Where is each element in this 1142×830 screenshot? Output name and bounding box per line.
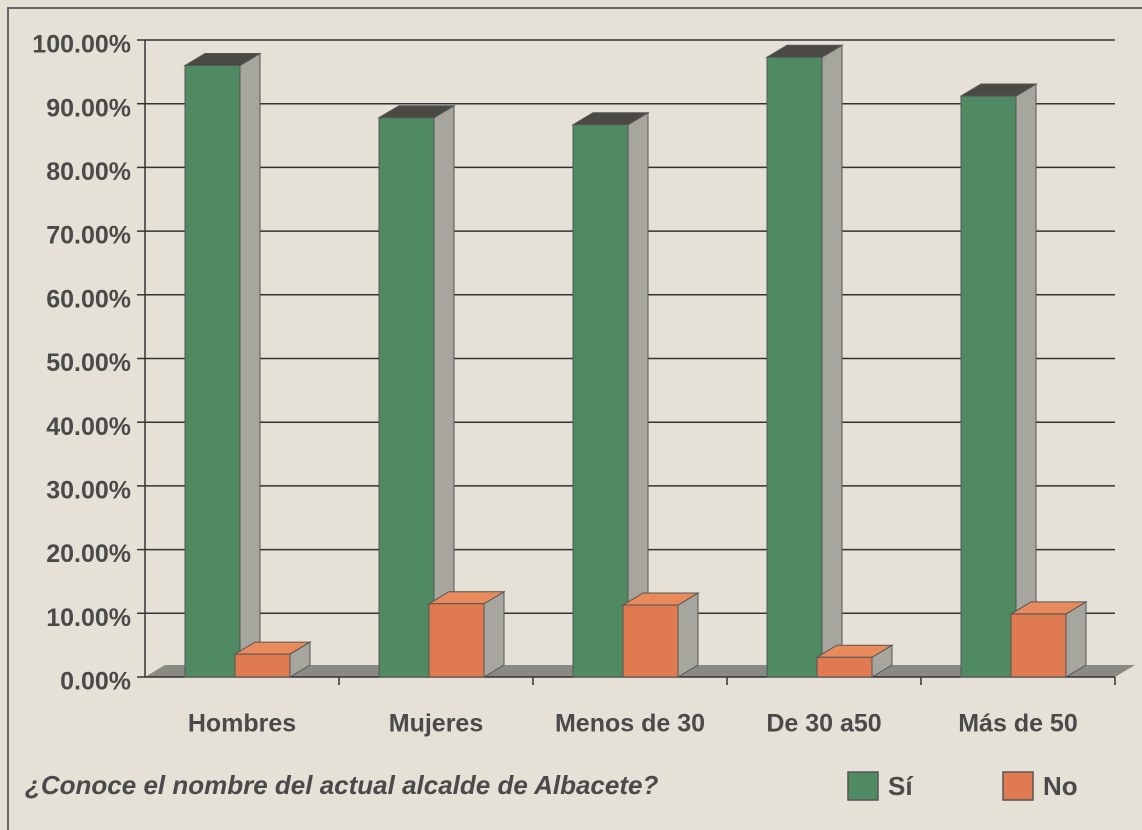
x-tick-label: Mujeres — [389, 710, 483, 738]
bar — [815, 644, 894, 678]
bar — [959, 83, 1038, 678]
bar — [377, 104, 456, 678]
y-tick-label: 90.00% — [46, 94, 131, 122]
y-tick-label: 0.00% — [60, 668, 131, 696]
bar-front — [572, 124, 629, 678]
bar-front — [184, 64, 241, 678]
bar-front — [816, 656, 873, 678]
legend-swatch — [1002, 771, 1034, 801]
bar-side — [483, 590, 505, 678]
bar-front — [378, 117, 435, 678]
bar-side — [1065, 601, 1087, 678]
x-tick-label: Más de 50 — [958, 710, 1078, 738]
bar-side — [677, 592, 699, 678]
bar-front — [234, 653, 291, 678]
x-tick-label: Menos de 30 — [555, 710, 705, 738]
bar-front — [428, 603, 485, 678]
y-tick-label: 100.00% — [32, 31, 131, 59]
y-tick-label: 50.00% — [46, 349, 131, 377]
bar — [765, 44, 844, 678]
frame — [7, 7, 1142, 830]
legend-label: Sí — [888, 771, 913, 801]
bar — [1009, 601, 1088, 678]
bar-side — [821, 44, 843, 678]
bar — [233, 641, 312, 678]
bar-side — [1015, 83, 1037, 678]
bar-front — [622, 604, 679, 678]
bar-front — [960, 95, 1017, 678]
y-tick-label: 40.00% — [46, 413, 131, 441]
bar — [571, 111, 650, 678]
y-tick-label: 60.00% — [46, 285, 131, 313]
y-tick-label: 70.00% — [46, 222, 131, 250]
bar-front — [1010, 613, 1067, 678]
bar — [621, 592, 700, 678]
legend-label: No — [1043, 771, 1078, 801]
y-tick-label: 10.00% — [46, 604, 131, 632]
bar-side — [239, 52, 261, 678]
bar — [183, 52, 262, 678]
bar-side — [627, 111, 649, 678]
legend-swatch — [847, 771, 879, 801]
chart-title: ¿Conoce el nombre del actual alcalde de … — [25, 770, 658, 800]
x-tick-label: De 30 a50 — [766, 710, 881, 738]
bar — [427, 590, 506, 678]
y-tick-label: 80.00% — [46, 158, 131, 186]
x-tick-label: Hombres — [188, 710, 296, 738]
y-tick-label: 20.00% — [46, 540, 131, 568]
bar-front — [766, 56, 823, 678]
y-tick-label: 30.00% — [46, 477, 131, 505]
